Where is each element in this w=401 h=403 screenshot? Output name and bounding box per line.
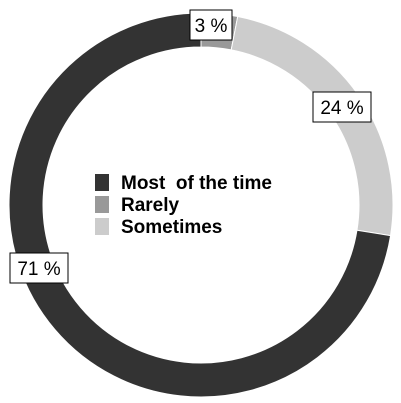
data-label-box — [189, 9, 233, 41]
data-label-box — [312, 91, 372, 123]
legend-label: Most of the time — [121, 173, 272, 194]
legend-item-rarely: Rarely — [95, 195, 180, 216]
legend-swatch — [95, 196, 109, 213]
chart-slices — [8, 12, 394, 398]
data-label-sometimes: 24 % — [312, 91, 372, 123]
data-label-rarely: 3 % — [189, 9, 233, 41]
data-label-text: 3 % — [195, 16, 228, 37]
slice-sometimes — [230, 15, 394, 237]
legend-item-most-of-the-time: Most of the time — [95, 173, 272, 194]
legend-label: Rarely — [121, 195, 180, 216]
legend-swatch — [95, 174, 109, 191]
legend-item-sometimes: Sometimes — [95, 217, 222, 238]
data-label-text: 71 % — [17, 259, 60, 280]
chart-data-labels: 71 % 3 % 24 % — [9, 9, 372, 284]
legend-label: Sometimes — [121, 217, 222, 238]
slice-most-of-the-time — [8, 12, 392, 398]
data-label-most-of-the-time: 71 % — [9, 252, 69, 284]
data-label-box — [9, 252, 69, 284]
data-label-text: 24 % — [320, 98, 363, 119]
legend-swatch — [95, 218, 109, 235]
